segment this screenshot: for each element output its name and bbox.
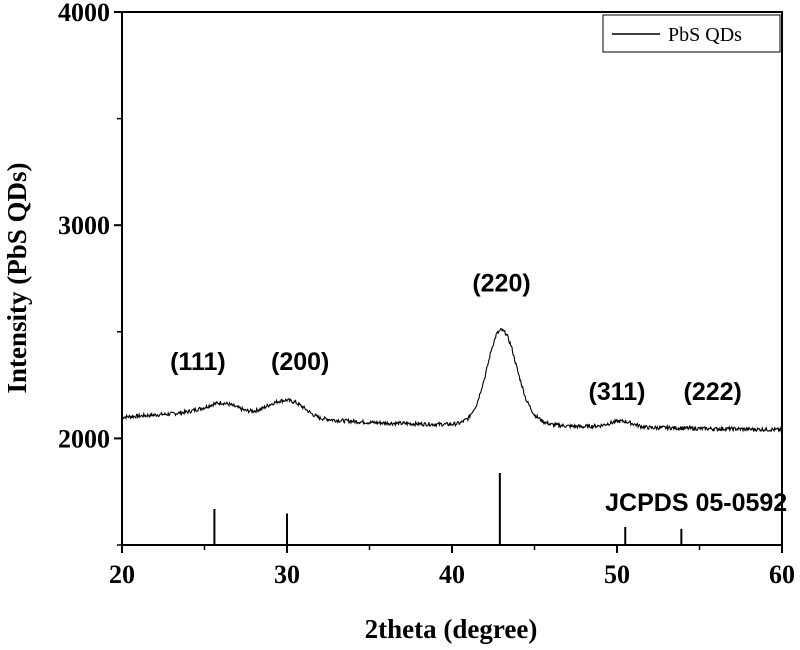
reference-lines [213, 473, 683, 545]
x-axis-label: 2theta (degree) [365, 614, 538, 644]
y-axis-label: Intensity (PbS QDs) [2, 162, 32, 393]
plot-area [122, 12, 782, 545]
annotation-label: (111) [170, 348, 226, 376]
plot-background [122, 12, 782, 545]
annotations: (111) (200) (220) (311) (222) JCPDS 05-0592 [170, 269, 787, 517]
y-tick-label: 2000 [58, 424, 110, 453]
annotation-label: (220) [472, 269, 530, 297]
ticks: 20 30 40 50 60 2000 3000 4000 [58, 0, 795, 589]
annotation-label: (222) [684, 378, 742, 406]
legend: PbS QDs [602, 14, 781, 53]
x-tick-label: 20 [109, 560, 135, 589]
x-tick-label: 30 [274, 560, 300, 589]
annotation-label: JCPDS 05-0592 [605, 489, 787, 517]
series-line [121, 328, 783, 433]
annotation-label: (311) [589, 378, 646, 406]
x-tick-label: 60 [769, 560, 795, 589]
legend-label: PbS QDs [668, 24, 742, 46]
x-tick-label: 50 [604, 560, 630, 589]
series-line-group [121, 328, 783, 433]
x-tick-label: 40 [439, 560, 465, 589]
annotation-label: (200) [271, 348, 329, 376]
y-tick-label: 3000 [58, 211, 110, 240]
y-tick-label: 4000 [58, 0, 110, 27]
